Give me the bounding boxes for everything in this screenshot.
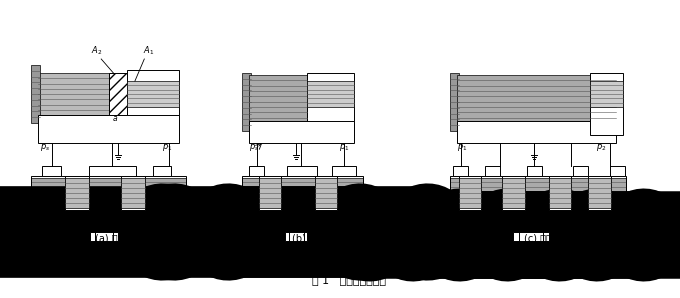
- Bar: [249, 210, 265, 220]
- Bar: [127, 70, 179, 135]
- Bar: [513, 232, 549, 241]
- Bar: [449, 176, 626, 210]
- Bar: [573, 166, 588, 176]
- Bar: [249, 121, 354, 143]
- Bar: [588, 178, 611, 208]
- Bar: [454, 210, 469, 220]
- Text: $A_1$: $A_1$: [143, 44, 154, 57]
- Text: $p_1$: $p_1$: [457, 142, 468, 153]
- Bar: [249, 75, 307, 123]
- Text: $x_{v4}$: $x_{v4}$: [590, 234, 602, 243]
- Bar: [39, 73, 109, 115]
- Text: (a) 单边滑阀: (a) 单边滑阀: [95, 233, 135, 243]
- Bar: [39, 115, 179, 143]
- Bar: [549, 178, 571, 208]
- Bar: [449, 73, 459, 131]
- Bar: [258, 178, 281, 208]
- Text: $p_s$: $p_s$: [40, 142, 50, 153]
- Text: $p_s$: $p_s$: [249, 142, 260, 153]
- Bar: [590, 73, 623, 135]
- Bar: [121, 178, 146, 208]
- Bar: [486, 166, 500, 176]
- Text: $p_1$: $p_1$: [339, 142, 350, 153]
- Bar: [528, 210, 543, 220]
- Bar: [287, 210, 317, 220]
- Text: (c) 四边滑阀: (c) 四边滑阀: [524, 233, 564, 243]
- Bar: [153, 210, 171, 220]
- Bar: [457, 121, 616, 143]
- Bar: [486, 210, 500, 220]
- Bar: [573, 210, 588, 220]
- Bar: [109, 73, 127, 115]
- Bar: [459, 178, 481, 208]
- Text: $x_{v1}$: $x_{v1}$: [248, 230, 260, 240]
- Bar: [502, 176, 524, 210]
- Bar: [241, 176, 364, 210]
- Bar: [89, 166, 136, 176]
- Bar: [610, 210, 625, 220]
- Bar: [590, 81, 623, 107]
- Bar: [241, 178, 364, 200]
- Bar: [610, 166, 625, 176]
- Bar: [315, 178, 337, 208]
- Bar: [31, 178, 186, 200]
- Text: $p_2$: $p_2$: [596, 142, 607, 153]
- Bar: [454, 166, 469, 176]
- Text: $x_{v3}$: $x_{v3}$: [447, 234, 460, 243]
- Bar: [528, 166, 543, 176]
- Text: $x_v$: $x_v$: [40, 230, 51, 240]
- Bar: [89, 210, 136, 220]
- Text: $x_{v1}$: $x_{v1}$: [491, 234, 503, 243]
- Bar: [315, 176, 337, 210]
- Bar: [249, 166, 265, 176]
- Bar: [42, 210, 61, 220]
- Bar: [588, 176, 611, 210]
- Bar: [31, 65, 40, 123]
- Text: a: a: [113, 114, 118, 123]
- Bar: [153, 166, 171, 176]
- Bar: [502, 178, 524, 208]
- Bar: [287, 166, 317, 176]
- Bar: [90, 232, 118, 241]
- Bar: [31, 176, 186, 210]
- Bar: [258, 176, 281, 210]
- Text: $p_1$: $p_1$: [162, 142, 173, 153]
- Bar: [121, 176, 146, 210]
- Bar: [65, 178, 89, 208]
- Bar: [127, 81, 179, 107]
- Bar: [285, 232, 307, 241]
- Bar: [457, 75, 616, 123]
- Text: $A_2$: $A_2$: [91, 44, 102, 57]
- Bar: [307, 73, 354, 135]
- Text: $p_s$: $p_s$: [525, 247, 535, 258]
- Text: 图 1   滑阀的工作原理: 图 1 滑阀的工作原理: [312, 275, 386, 285]
- Bar: [42, 166, 61, 176]
- Bar: [449, 178, 626, 200]
- Text: $x_{v2}$: $x_{v2}$: [317, 230, 329, 240]
- Bar: [307, 81, 354, 107]
- Bar: [332, 166, 356, 176]
- Text: (b) 双边滑阀: (b) 双边滑阀: [292, 233, 333, 243]
- Bar: [65, 176, 89, 210]
- Bar: [332, 210, 356, 220]
- Text: $x_{v2}$: $x_{v2}$: [538, 234, 549, 243]
- Bar: [459, 176, 481, 210]
- Bar: [241, 73, 251, 131]
- Bar: [549, 176, 571, 210]
